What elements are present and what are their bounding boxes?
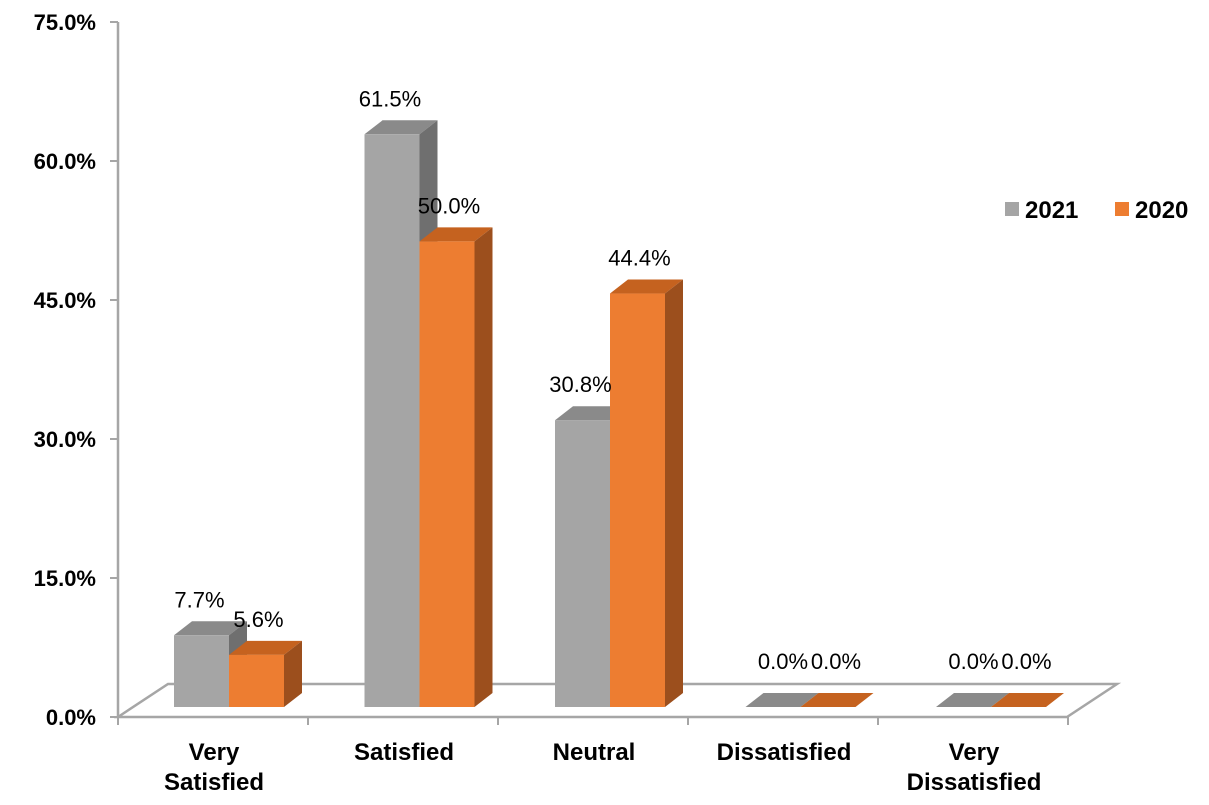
bar-front-face: [419, 241, 475, 707]
data-label: 0.0%: [758, 649, 808, 674]
x-axis-categories: Very Satisfied Satisfied Neutral Dissatisfie…: [164, 739, 1041, 796]
bar-2020-3: [800, 693, 874, 707]
legend-label: 2020: [1135, 197, 1188, 224]
data-label: 7.7%: [174, 587, 224, 612]
bar-top-face: [745, 693, 819, 707]
category-label: Very: [949, 739, 1000, 766]
bar-top-face: [174, 621, 247, 636]
category-label: Very: [189, 739, 240, 766]
bar-top-face: [364, 120, 438, 135]
bar-front-face: [229, 654, 284, 707]
data-label: 30.8%: [549, 372, 611, 397]
bar-top-face: [610, 279, 683, 294]
bar-front-face: [610, 293, 665, 707]
bar-side-face: [284, 640, 302, 707]
data-label: 5.6%: [233, 607, 283, 632]
category-label: Neutral: [553, 739, 636, 766]
legend-label: 2021: [1025, 197, 1078, 224]
legend-swatch-2020: [1115, 202, 1129, 216]
bar-front-face: [364, 134, 420, 707]
category-label: Satisfied: [354, 739, 454, 766]
bar-2021-0: [174, 621, 247, 707]
floor-outline: [113, 682, 1122, 719]
y-tick-label: 0.0%: [46, 705, 96, 730]
y-tick-label: 15.0%: [34, 566, 96, 591]
data-label: 44.4%: [608, 246, 670, 271]
y-axis: 0.0% 15.0% 30.0% 45.0% 60.0% 75.0%: [34, 10, 1069, 730]
category-label: Dissatisfied: [907, 769, 1042, 796]
data-label: 0.0%: [1001, 649, 1051, 674]
bar-2020-1: [419, 227, 493, 707]
bar-2020-4: [991, 693, 1064, 707]
legend: 2021 2020: [1005, 197, 1188, 224]
bar-2021-3: [745, 693, 819, 707]
bars: [174, 120, 1064, 707]
y-tick-label: 75.0%: [34, 10, 96, 35]
category-label: Dissatisfied: [717, 739, 852, 766]
bar-2020-0: [229, 640, 302, 707]
bar-front-face: [174, 635, 229, 707]
chart-floor: [113, 682, 1122, 719]
bar-top-face: [229, 640, 302, 655]
data-label: 61.5%: [359, 86, 421, 111]
category-label: Satisfied: [164, 769, 264, 796]
bar-side-face: [474, 227, 493, 707]
y-tick-label: 45.0%: [34, 288, 96, 313]
bar-top-face: [800, 693, 874, 707]
bar-side-face: [665, 279, 683, 707]
bar-top-face: [991, 693, 1064, 707]
y-tick-label: 60.0%: [34, 149, 96, 174]
y-tick-label: 30.0%: [34, 427, 96, 452]
data-labels: 7.7%5.6%61.5%50.0%30.8%44.4%0.0% 0.0% 0.0%…: [174, 86, 1051, 674]
bar-2020-2: [610, 279, 683, 707]
bar-front-face: [555, 420, 610, 707]
data-label: 0.0%: [948, 649, 998, 674]
bar-top-face: [419, 227, 493, 242]
legend-swatch-2021: [1005, 202, 1019, 216]
data-label: 0.0%: [811, 649, 861, 674]
data-label: 50.0%: [418, 193, 480, 218]
bar-top-face: [936, 693, 1009, 707]
bar-2021-4: [936, 693, 1009, 707]
bar-top-face: [555, 406, 628, 421]
